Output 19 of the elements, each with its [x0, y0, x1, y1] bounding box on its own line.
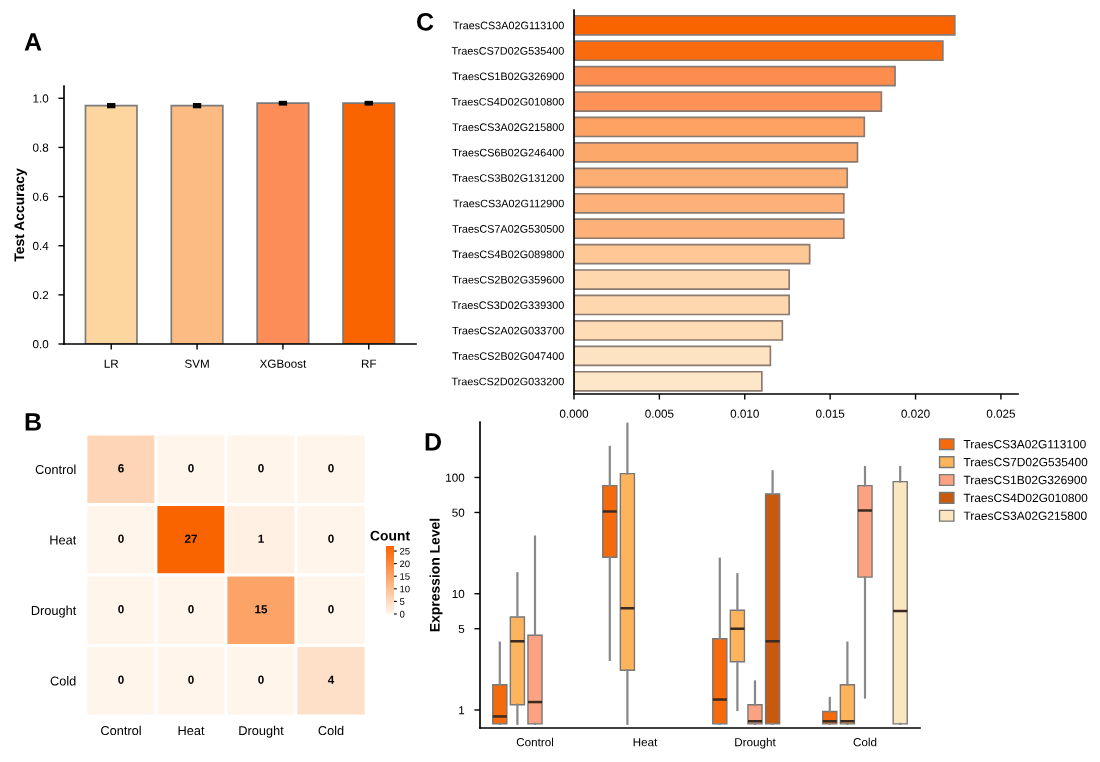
- bar: [574, 14, 956, 36]
- bar: [574, 91, 883, 112]
- bar: [574, 269, 791, 290]
- chart-title: A: [24, 33, 42, 51]
- bar: [574, 116, 866, 138]
- chart-title: D: [425, 433, 441, 451]
- bar: [574, 370, 763, 392]
- bar: [574, 243, 811, 265]
- bar: [574, 345, 772, 367]
- bar: [574, 40, 944, 62]
- bar: [574, 320, 784, 341]
- bar: [574, 142, 859, 163]
- bar: [574, 294, 791, 316]
- bar: [574, 218, 845, 240]
- bar: [574, 65, 896, 87]
- chart-title: B: [25, 413, 41, 431]
- bar: [574, 167, 849, 189]
- bar: [574, 192, 845, 214]
- chart-title: C: [417, 13, 434, 31]
